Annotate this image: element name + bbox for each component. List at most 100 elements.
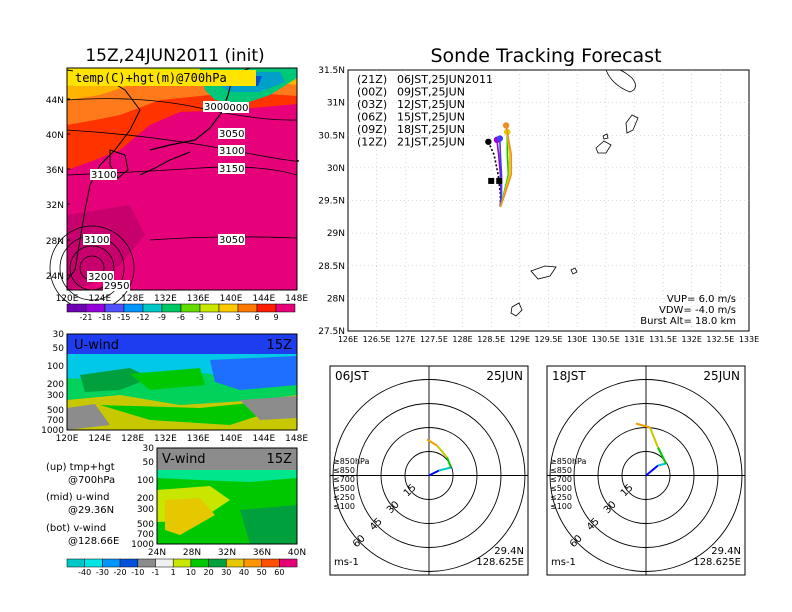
wind-colorbar-swatch [208,558,227,568]
track-lon-tick: 128.5E [477,335,505,344]
hodograph-trace [657,447,667,464]
track-lat-tick: 28N [327,294,345,304]
hodograph-date: 25JUN [486,369,523,383]
contour-label: 3100 [219,146,244,157]
track-lon-tick: 127.5E [420,335,448,344]
contour-label-bg [87,271,114,282]
temp-colorbar-label: -6 [177,313,185,322]
wind-colorbar-label: -20 [114,568,127,577]
vwind-pressure-tick: 700 [137,530,154,540]
temp-colorbar-swatch [275,303,296,313]
uwind-label: U-wind [74,338,119,353]
hodograph-trace [438,466,452,472]
hodograph-lon: 128.625E [693,557,741,568]
vwind-pressure-tick: 50 [143,458,155,468]
track-lon-tick: 130.5E [592,335,620,344]
wind-colorbar-swatch [119,558,139,568]
sonde-track-line [487,141,502,207]
panel-legend-line: (mid) u-wind [46,492,109,503]
track-legend-time: 09JST,25JUN [397,86,465,99]
uwind-lon-ticks: 120E 124E 128E 132E 136E 140E 144E 148E [56,434,309,444]
temp-colorbar-label: 0 [216,313,221,322]
track-lon-tick: 127E [395,335,415,344]
track-legend-time: 21JST,25JUN [397,136,465,149]
contour-label-bg [90,169,117,180]
panel-legend-line: (up) tmp+hgt [46,462,115,473]
contour-label: 3000 [223,103,248,114]
uwind-lon-tick: 140E [220,434,243,444]
wind-colorbar-label: 20 [204,568,214,577]
temp-colorbar-label: -18 [98,313,111,322]
sonde-start-marker [502,122,510,129]
temp-colorbar-swatch [104,303,125,313]
sonde-start-marker [485,138,492,145]
contour-label-bg [83,234,110,245]
uwind-pressure-tick: 50 [53,344,65,354]
coastlines [510,69,639,317]
wind-colorbar-label: -10 [131,568,144,577]
track-lon-tick: 133E [739,335,759,344]
track-lon-tick: 129E [510,335,530,344]
contour-label-bg [218,234,245,245]
uwind-pressure-tick: 1000 [41,426,64,436]
wind-colorbar-label: 50 [257,568,267,577]
hodograph-level: ≤250 [550,493,572,502]
uwind-lon-tick: 132E [154,434,177,444]
map-lon-tick: 132E [154,294,177,304]
track-lon-tick: 126E [338,335,358,344]
hodograph-level: ≤850 [550,466,572,475]
wind-colorbar-swatch [137,558,156,568]
hodograph-date: 25JUN [703,369,740,383]
wind-colorbar-label: 10 [186,568,196,577]
uwind-pressure-tick: 200 [47,380,64,390]
track-legend-run: (12Z) [357,136,387,149]
panel-legend-line: @700hPa [68,475,115,486]
map-lat-tick: 28N [46,237,64,247]
temp-colorbar-swatch [123,303,144,313]
hodograph-level: ≤700 [333,475,355,484]
track-title: Sonde Tracking Forecast [430,45,661,67]
map-lon-tick: 120E [56,294,79,304]
uwind-pressure-tick: 300 [47,391,64,401]
track-lat-tick: 30.5N [318,131,345,141]
contour-label: 3200 [88,272,113,283]
track-legend-run: (09Z) [357,123,387,136]
uwind-panel [66,333,298,431]
temp-colorbar-label: 3 [235,313,240,322]
uwind-time: 15Z [267,338,293,353]
map-lon-tick: 148E [285,294,308,304]
temp-colorbar-swatch [142,303,163,313]
sonde-start-marker [496,135,504,142]
wind-colorbar-label: -1 [152,568,160,577]
map-lat-tick: 36N [46,166,64,176]
track-lon-tick: 131E [624,335,644,344]
temp-colorbar-swatch [161,303,182,313]
contour-label: 3050 [219,235,244,246]
map-lon-tick: 136E [187,294,210,304]
wind-colorbar-label: 60 [274,568,284,577]
temp-colorbar-swatch [256,303,277,313]
wind-colorbar-label: -40 [78,568,91,577]
uwind-lon-tick: 120E [56,434,79,444]
map-lon-tick: 140E [220,294,243,304]
hodograph-lat: 29.4N [494,546,524,557]
track-lon-tick: 129.5E [535,335,563,344]
temp-colorbar-label: -9 [158,313,166,322]
hodograph-level: ≤500 [550,484,572,493]
wind-colorbar-swatch [102,558,121,568]
wind-colorbar-label: 1 [171,568,176,577]
hodograph-level: ≥850hPa [550,457,587,466]
temp-colorbar-label: -21 [79,313,92,322]
panel-legend-line: @128.66E [68,536,119,547]
hodograph-level: ≤700 [550,475,572,484]
hodograph: 18JST 25JUN15304560≥850hPa≤850≤700≤500≤25… [546,365,746,576]
wind-colorbar-swatch [84,558,103,568]
uwind-lon-tick: 124E [88,434,111,444]
vwind-pressure-tick: 500 [137,520,154,530]
temp-colorbar-label: -12 [136,313,149,322]
uwind-pressure-tick: 30 [53,330,65,340]
uwind-lon-tick: 136E [187,434,210,444]
wind-colorbar-swatch [261,558,280,568]
